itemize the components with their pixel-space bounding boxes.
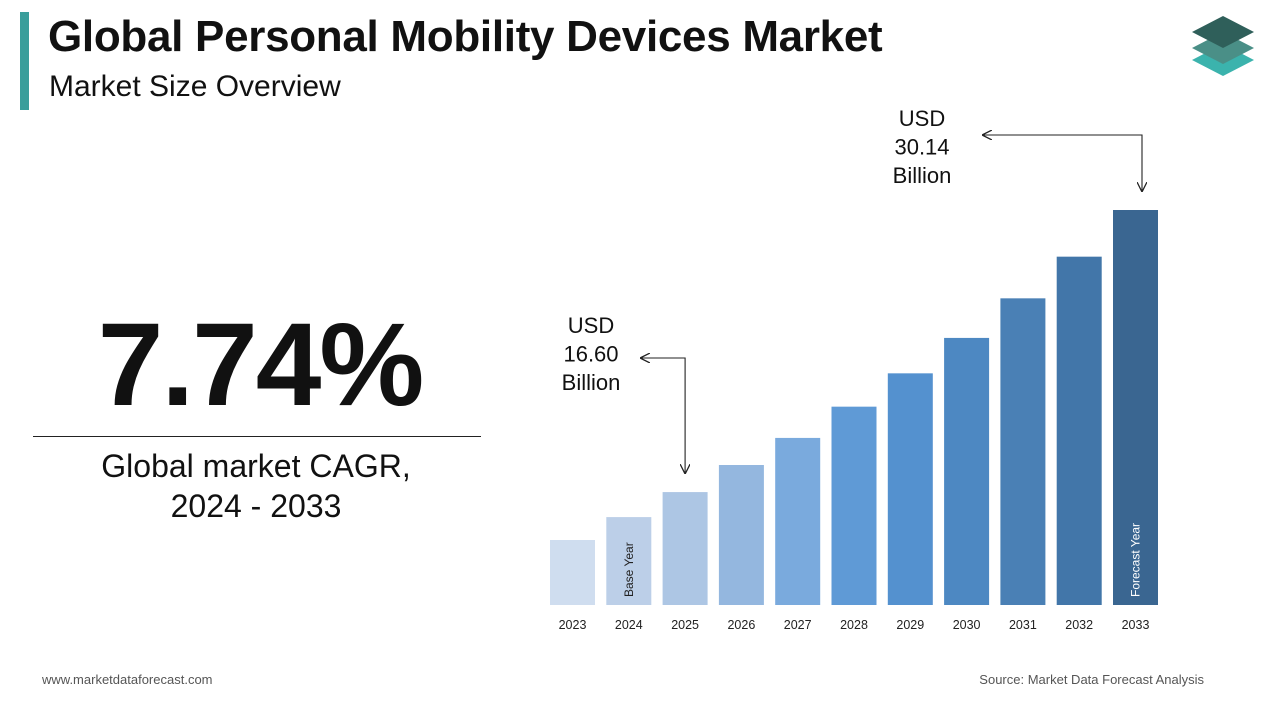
bar-2031 bbox=[1000, 298, 1046, 605]
cagr-label: Global market CAGR, 2024 - 2033 bbox=[40, 446, 472, 526]
x-tick-label-2026: 2026 bbox=[727, 618, 755, 632]
cagr-value: 7.74% bbox=[97, 299, 425, 431]
bar-2030 bbox=[944, 337, 990, 605]
x-tick-label-2029: 2029 bbox=[896, 618, 924, 632]
annotation-text-2033-2: Billion bbox=[893, 163, 952, 188]
x-tick-label-2027: 2027 bbox=[784, 618, 812, 632]
annotation-text-2025-0: USD bbox=[568, 313, 614, 338]
source-footer: Source: Market Data Forecast Analysis bbox=[979, 672, 1204, 687]
x-tick-label-2032: 2032 bbox=[1065, 618, 1093, 632]
annotation-text-2025-1: 16.60 bbox=[563, 342, 618, 367]
x-tick-label-2028: 2028 bbox=[840, 618, 868, 632]
bar-2024 bbox=[606, 517, 652, 605]
x-tick-label-2033: 2033 bbox=[1122, 618, 1150, 632]
annotation-text-2033-0: USD bbox=[899, 106, 945, 131]
page-subtitle: Market Size Overview bbox=[49, 70, 341, 103]
x-tick-label-2023: 2023 bbox=[559, 618, 587, 632]
page-title: Global Personal Mobility Devices Market bbox=[48, 12, 883, 61]
annotation-2033: USD 30.14 Billion bbox=[893, 106, 1142, 191]
annotation-text-2025-2: Billion bbox=[562, 370, 621, 395]
bar-2029 bbox=[887, 373, 933, 605]
cagr-label-line2: 2024 - 2033 bbox=[170, 488, 342, 524]
bar-2027 bbox=[775, 437, 821, 605]
annotation-arrow-2025 bbox=[641, 358, 685, 473]
x-tick-label-2025: 2025 bbox=[671, 618, 699, 632]
x-tick-label-2024: 2024 bbox=[615, 618, 643, 632]
bar-2028 bbox=[831, 406, 877, 605]
annotation-arrow-2033 bbox=[983, 135, 1142, 191]
annotation-2025: USD 16.60 Billion bbox=[562, 313, 685, 473]
cagr-divider bbox=[33, 436, 481, 437]
logo-layer-top bbox=[1192, 16, 1254, 48]
stacked-layers-icon bbox=[1192, 16, 1254, 76]
bar-2023 bbox=[550, 540, 595, 605]
title-accent-bar bbox=[20, 12, 29, 110]
bar-label-2024: Base Year bbox=[622, 542, 636, 597]
website-footer: www.marketdataforecast.com bbox=[42, 672, 213, 687]
x-tick-label-2031: 2031 bbox=[1009, 618, 1037, 632]
bar-2025 bbox=[662, 492, 708, 605]
cagr-label-line1: Global market CAGR, bbox=[101, 448, 411, 484]
bar-2026 bbox=[718, 465, 764, 605]
x-tick-label-2030: 2030 bbox=[953, 618, 981, 632]
annotation-text-2033-1: 30.14 bbox=[894, 135, 949, 160]
bar-label-2033: Forecast Year bbox=[1129, 523, 1143, 597]
bar-2032 bbox=[1056, 256, 1102, 605]
bar-2033 bbox=[1113, 210, 1158, 605]
